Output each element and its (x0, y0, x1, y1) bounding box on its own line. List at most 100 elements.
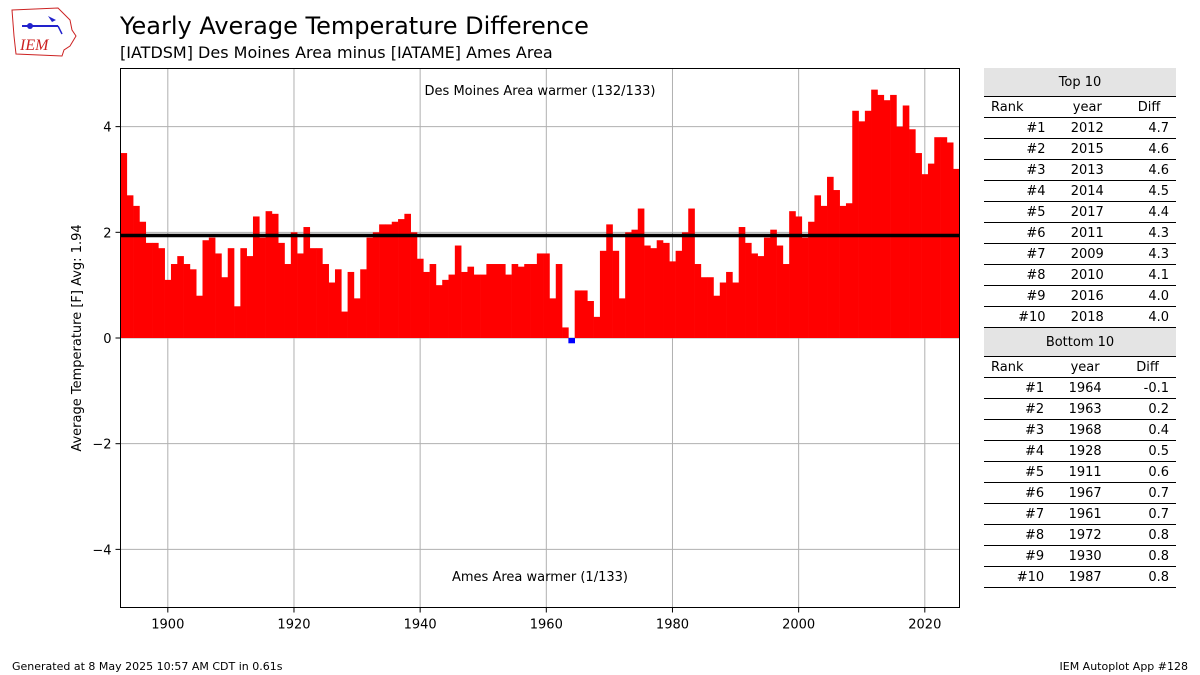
y-axis-label: Average Temperature [F] Avg: 1.94 (70, 224, 85, 451)
top10-row: #8 2010 4.1 (984, 264, 1176, 286)
bottom10-cell-year: 1972 (1051, 524, 1120, 546)
bottom10-cell-rank: #1 (984, 377, 1052, 399)
generated-timestamp: Generated at 8 May 2025 10:57 AM CDT in … (12, 660, 283, 673)
bar (726, 271, 733, 338)
bottom10-row: #8 1972 0.8 (984, 524, 1176, 546)
top10-cell-rank: #2 (984, 138, 1053, 160)
bar (347, 271, 355, 338)
bar (915, 153, 922, 338)
x-tick-label: 1980 (656, 618, 689, 633)
bar (189, 269, 197, 338)
bar (152, 242, 159, 338)
bar (593, 316, 601, 338)
bar (410, 232, 418, 338)
bar (278, 242, 285, 338)
top10-cell-diff: 4.5 (1122, 180, 1176, 202)
bar (341, 311, 348, 338)
bar (145, 242, 153, 338)
bar (435, 285, 443, 338)
bar (240, 248, 247, 338)
bottom10-cell-year: 1930 (1051, 545, 1120, 567)
x-tick-label: 2020 (908, 618, 941, 633)
bottom10-row: #9 1930 0.8 (984, 545, 1176, 567)
x-tick-label: 1900 (151, 618, 184, 633)
top10-header-diff: Diff (1122, 96, 1176, 118)
bar (139, 221, 147, 338)
bar (612, 250, 620, 338)
bar (776, 245, 784, 338)
bottom10-cell-diff: 0.8 (1119, 566, 1176, 588)
top10-cell-rank: #10 (984, 306, 1053, 328)
bar (833, 190, 840, 338)
bottom10-cell-year: 1968 (1051, 419, 1120, 441)
bar (927, 163, 935, 338)
bar (864, 110, 872, 339)
bottom10-cell-rank: #5 (984, 461, 1052, 483)
bar (688, 208, 695, 338)
bar (246, 256, 254, 338)
bar (555, 264, 563, 338)
bottom10-row: #7 1961 0.7 (984, 503, 1176, 525)
bar (789, 211, 796, 338)
bar (461, 271, 468, 338)
bar (234, 306, 241, 338)
bar (524, 264, 531, 338)
top10-cell-year: 2010 (1052, 264, 1123, 286)
chart-subtitle: [IATDSM] Des Moines Area minus [IATAME] … (120, 43, 553, 62)
bar (284, 264, 292, 338)
bar (120, 153, 128, 338)
top10-cell-year: 2014 (1052, 180, 1123, 202)
top10-row: #10 2018 4.0 (984, 306, 1176, 328)
annotation-top: Des Moines Area warmer (132/133) (425, 84, 656, 99)
bottom10-cell-diff: 0.7 (1119, 503, 1176, 525)
bar (599, 250, 607, 338)
bottom10-cell-rank: #4 (984, 440, 1052, 462)
bottom10-row: #6 1967 0.7 (984, 482, 1176, 504)
bar (745, 242, 752, 338)
top10-rows: #1 2012 4.7 #2 2015 4.6 #3 2013 4.6 #4 2014 4.5 #5 20… (984, 117, 1176, 328)
bar (170, 264, 178, 338)
bottom10-cell-diff: 0.4 (1119, 419, 1176, 441)
bar (303, 227, 311, 338)
annotation-bottom: Ames Area warmer (1/133) (452, 570, 628, 585)
bottom10-cell-year: 1964 (1051, 377, 1120, 399)
bar (953, 168, 960, 338)
bar (713, 295, 721, 338)
x-tick-label: 1940 (404, 618, 437, 633)
top10-cell-diff: 4.6 (1122, 138, 1176, 160)
bar (517, 266, 525, 338)
bar (738, 227, 746, 338)
y-tick-label: 2 (103, 226, 111, 241)
bar (770, 229, 777, 338)
bar (353, 298, 361, 338)
top10-cell-year: 2018 (1052, 306, 1123, 328)
top10-row: #9 2016 4.0 (984, 285, 1176, 307)
bottom10-cell-year: 1928 (1051, 440, 1120, 462)
bottom10-row: #3 1968 0.4 (984, 419, 1176, 441)
bar (896, 126, 904, 339)
bar (707, 277, 714, 338)
bar (423, 271, 430, 338)
bar (297, 253, 304, 338)
bar (290, 232, 298, 338)
bar (852, 110, 859, 339)
bar (473, 274, 481, 338)
bar (259, 237, 266, 338)
bar (467, 266, 475, 338)
bar (221, 277, 229, 338)
bar (480, 274, 487, 338)
top10-row: #3 2013 4.6 (984, 159, 1176, 181)
bar (398, 219, 405, 338)
top10-cell-rank: #8 (984, 264, 1053, 286)
bottom10-header-diff: Diff (1119, 356, 1176, 378)
ranking-tables: Top 10 Rank year Diff #1 2012 4.7 #2 2015 4.6… (984, 68, 1176, 588)
top10-cell-rank: #6 (984, 222, 1053, 244)
bar (416, 258, 424, 338)
bottom10-cell-year: 1961 (1051, 503, 1120, 525)
bar (505, 274, 512, 338)
bar (271, 213, 279, 338)
bar (372, 232, 380, 338)
y-tick-label: −4 (92, 543, 111, 558)
bar (379, 224, 386, 338)
top10-cell-year: 2011 (1052, 222, 1123, 244)
